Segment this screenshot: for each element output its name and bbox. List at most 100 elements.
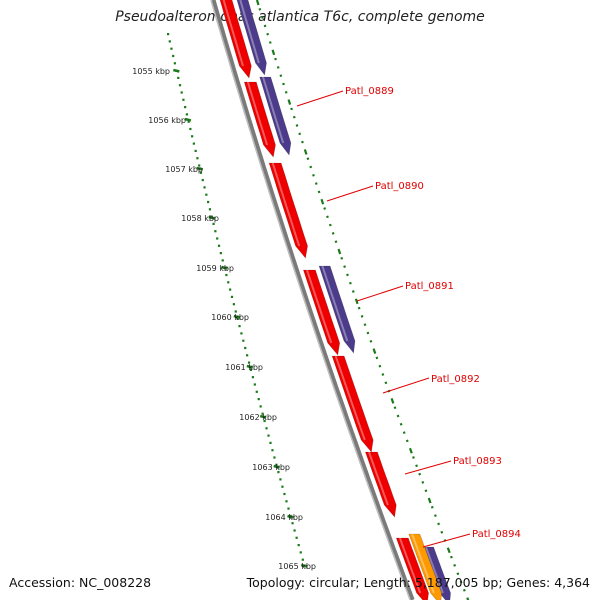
scale-label-1058: 1058 kbp [181,214,219,223]
outer-scale-tick [268,41,272,44]
inner-scale-dot [242,339,245,342]
inner-scale-dot [265,427,268,430]
inner-scale-dot [184,106,187,109]
outer-scale-tick [384,381,388,385]
outer-scale-tick [453,564,457,567]
gene-label-patl-0893[interactable]: Patl_0893 [453,456,502,467]
inner-scale-dot [177,76,180,79]
gene-label-patl-0890[interactable]: Patl_0890 [375,181,424,192]
inner-scale-dot [221,259,224,262]
outer-scale-tick [312,173,315,177]
inner-scale-dot [189,127,192,131]
major-scale-tick [300,563,308,568]
gene-orange-shine [411,533,435,594]
outer-scale-tick [328,223,332,227]
major-scale-tick [259,414,267,419]
outer-scale-tick [271,49,276,56]
outer-scale-tick [284,90,288,94]
outer-scale-tick [440,530,444,534]
gene-red [268,162,308,259]
scale-label-1059: 1059 kbp [196,264,234,273]
gene-orange [408,533,442,600]
map-tracks [167,0,470,600]
outer-scale-tick [290,107,293,111]
inner-scale-dot [230,295,234,298]
inner-scale-dot [170,47,173,50]
inner-scale-dot [192,142,195,145]
inner-scale-dot [301,558,304,561]
accession-text: Accession: NC_008228 [9,575,152,590]
inner-scale-dot [249,368,253,371]
scale-labels: 1055 kbp 1056 kbp 1057 kbp 1058 kbp 1059… [132,67,316,571]
inner-scale-dot [271,449,274,452]
inner-scale-dot [191,135,194,138]
inner-scale-dot [238,325,241,328]
outer-scale-tick [466,597,470,600]
outer-scale-tick [354,298,359,305]
inner-scale-dot [172,54,175,58]
inner-scale-dot [212,222,215,225]
outer-scale-tick [427,497,432,504]
gene-red-shine [271,162,301,247]
gene-label-patl-0892[interactable]: Patl_0892 [431,374,480,385]
inner-scale-dot [229,288,232,291]
gene-purple [236,0,267,76]
outer-scale-tick [346,273,349,277]
outer-scale-tick [343,265,346,268]
inner-scale-dot [196,157,199,160]
outer-scale-tick [408,447,413,454]
outer-scale-tick [301,140,304,144]
outer-scale-tick [334,240,338,244]
inner-scale-dot [201,179,204,182]
outer-scale-tick [366,331,370,335]
inner-scale-dot [247,361,251,364]
outer-scale-tick [363,323,367,327]
major-scale-tick [233,314,241,319]
outer-scale-tick [326,215,329,219]
gene-red [364,451,397,518]
inner-scale-dot [281,485,284,488]
inner-scale-dot [185,113,188,116]
inner-scale-dot [205,193,208,196]
outer-scale-tick [459,580,463,584]
gene-label-line [422,533,471,548]
scale-label-1063: 1063 kbp [252,463,290,472]
gene-label-patl-0889[interactable]: Patl_0889 [345,86,394,97]
inner-scale-dot [173,62,176,65]
outer-scale-tick [274,57,277,61]
outer-scale-tick [287,99,292,105]
gene-label-patl-0894[interactable]: Patl_0894 [472,529,521,540]
outer-scale-tick [424,489,428,493]
scale-label-1055: 1055 kbp [132,67,170,76]
gene-red [395,537,429,600]
outer-scale-tick [405,439,409,443]
gene-red-shine [222,0,244,67]
gene-labels: Patl_0889 Patl_0890 Patl_0891 Patl_0892 … [296,86,521,548]
scale-label-1062: 1062 kbp [239,413,277,422]
gene-purple-shine [321,265,349,342]
major-scale-tick [221,265,228,270]
outer-scale-tick [263,24,267,28]
major-scale-tick [273,464,280,469]
inner-scale-dot [214,230,217,233]
map-title: Pseudoalteromonas atlantica T6c, complet… [115,9,485,25]
inner-scale-dot [244,346,247,350]
outer-scale-tick [396,414,400,418]
inner-scale-dot [259,405,262,408]
inner-scale-dot [285,500,288,503]
inner-scale-dot [180,91,183,94]
outer-scale-tick [323,207,327,210]
inner-scale-dot [167,33,170,36]
gene-purple-shine [262,76,285,144]
outer-scale-tick [418,472,422,476]
outer-scale-tick [261,16,264,19]
gene-label-patl-0891[interactable]: Patl_0891 [405,281,454,292]
outer-scale-tick [303,149,308,155]
gene-label-line [404,460,452,475]
inner-scale-dot [287,507,290,510]
outer-scale-tick [276,66,280,69]
outer-scale-tick [381,373,385,376]
inner-scale-dot [199,171,203,174]
inner-scale-dot [297,544,300,547]
